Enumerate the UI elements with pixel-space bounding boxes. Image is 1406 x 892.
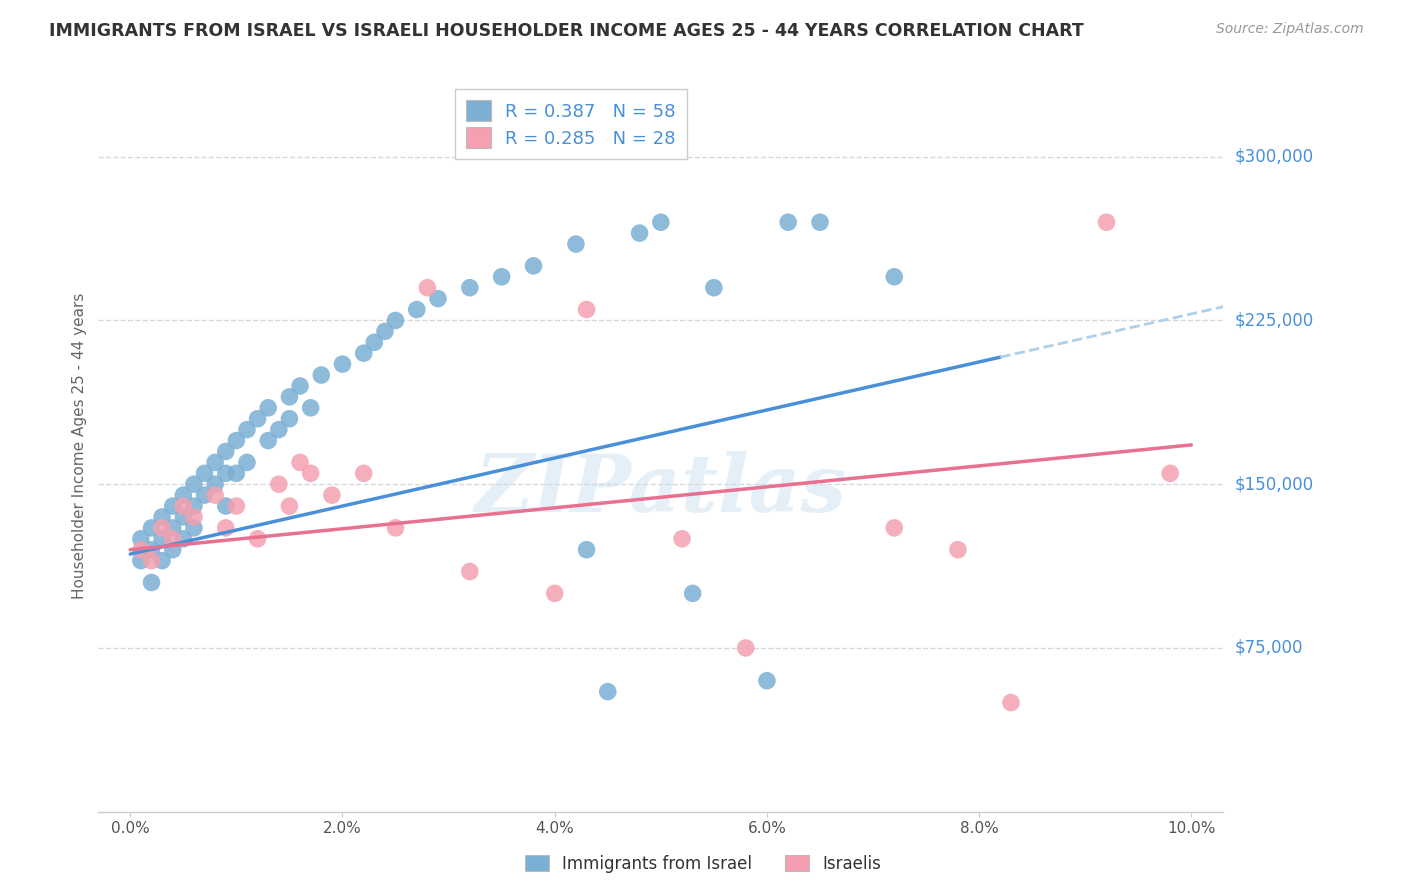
Point xyxy=(628,226,651,240)
Point xyxy=(332,357,354,371)
Point xyxy=(1095,215,1118,229)
Point xyxy=(755,673,778,688)
Point xyxy=(321,488,343,502)
Point xyxy=(183,521,205,535)
Point xyxy=(172,488,194,502)
Point xyxy=(204,455,226,469)
Point xyxy=(129,542,152,557)
Point xyxy=(141,575,163,590)
Point xyxy=(374,324,396,338)
Point xyxy=(236,423,259,437)
Point xyxy=(883,269,905,284)
Point xyxy=(946,542,969,557)
Point xyxy=(204,488,226,502)
Point xyxy=(129,554,152,568)
Point xyxy=(183,499,205,513)
Point xyxy=(150,532,173,546)
Text: $75,000: $75,000 xyxy=(1234,639,1303,657)
Point xyxy=(808,215,831,229)
Point xyxy=(405,302,427,317)
Point xyxy=(172,510,194,524)
Point xyxy=(257,434,280,448)
Point xyxy=(150,554,173,568)
Point xyxy=(682,586,704,600)
Point xyxy=(183,477,205,491)
Point xyxy=(650,215,672,229)
Point xyxy=(193,488,215,502)
Point xyxy=(384,521,406,535)
Point xyxy=(236,455,259,469)
Point xyxy=(162,532,184,546)
Y-axis label: Householder Income Ages 25 - 44 years: Householder Income Ages 25 - 44 years xyxy=(72,293,87,599)
Point xyxy=(278,499,301,513)
Point xyxy=(172,532,194,546)
Point xyxy=(596,684,619,698)
Point xyxy=(172,499,194,513)
Point xyxy=(309,368,332,382)
Point xyxy=(215,521,238,535)
Point xyxy=(193,467,215,481)
Point xyxy=(257,401,280,415)
Point xyxy=(1159,467,1181,481)
Point xyxy=(491,269,513,284)
Point xyxy=(267,477,290,491)
Point xyxy=(427,292,450,306)
Text: Source: ZipAtlas.com: Source: ZipAtlas.com xyxy=(1216,22,1364,37)
Point xyxy=(353,346,375,360)
Point xyxy=(129,532,152,546)
Point xyxy=(288,455,311,469)
Text: $150,000: $150,000 xyxy=(1234,475,1313,493)
Text: $300,000: $300,000 xyxy=(1234,148,1313,166)
Point xyxy=(671,532,693,546)
Point xyxy=(215,444,238,458)
Point xyxy=(225,499,247,513)
Point xyxy=(575,302,598,317)
Point xyxy=(150,521,173,535)
Point xyxy=(458,565,481,579)
Point xyxy=(150,510,173,524)
Point xyxy=(416,281,439,295)
Point xyxy=(225,434,247,448)
Point xyxy=(565,237,588,252)
Point xyxy=(299,401,322,415)
Point xyxy=(246,532,269,546)
Point xyxy=(162,542,184,557)
Point xyxy=(215,467,238,481)
Point xyxy=(141,554,163,568)
Point xyxy=(522,259,544,273)
Point xyxy=(278,390,301,404)
Point xyxy=(544,586,567,600)
Point xyxy=(141,542,163,557)
Point xyxy=(225,467,247,481)
Text: IMMIGRANTS FROM ISRAEL VS ISRAELI HOUSEHOLDER INCOME AGES 25 - 44 YEARS CORRELAT: IMMIGRANTS FROM ISRAEL VS ISRAELI HOUSEH… xyxy=(49,22,1084,40)
Point xyxy=(162,521,184,535)
Point xyxy=(353,467,375,481)
Point xyxy=(215,499,238,513)
Point xyxy=(278,411,301,425)
Legend: R = 0.387   N = 58, R = 0.285   N = 28: R = 0.387 N = 58, R = 0.285 N = 28 xyxy=(456,89,686,159)
Point xyxy=(183,510,205,524)
Point xyxy=(204,477,226,491)
Point xyxy=(384,313,406,327)
Legend: Immigrants from Israel, Israelis: Immigrants from Israel, Israelis xyxy=(519,848,887,880)
Text: ZIPatlas: ZIPatlas xyxy=(475,451,846,529)
Point xyxy=(267,423,290,437)
Point xyxy=(458,281,481,295)
Point xyxy=(778,215,800,229)
Point xyxy=(734,640,756,655)
Point xyxy=(246,411,269,425)
Text: $225,000: $225,000 xyxy=(1234,311,1313,329)
Point xyxy=(883,521,905,535)
Point xyxy=(141,521,163,535)
Point xyxy=(288,379,311,393)
Point xyxy=(1000,696,1022,710)
Point xyxy=(162,499,184,513)
Point xyxy=(575,542,598,557)
Point xyxy=(299,467,322,481)
Point xyxy=(363,335,385,350)
Point xyxy=(703,281,725,295)
